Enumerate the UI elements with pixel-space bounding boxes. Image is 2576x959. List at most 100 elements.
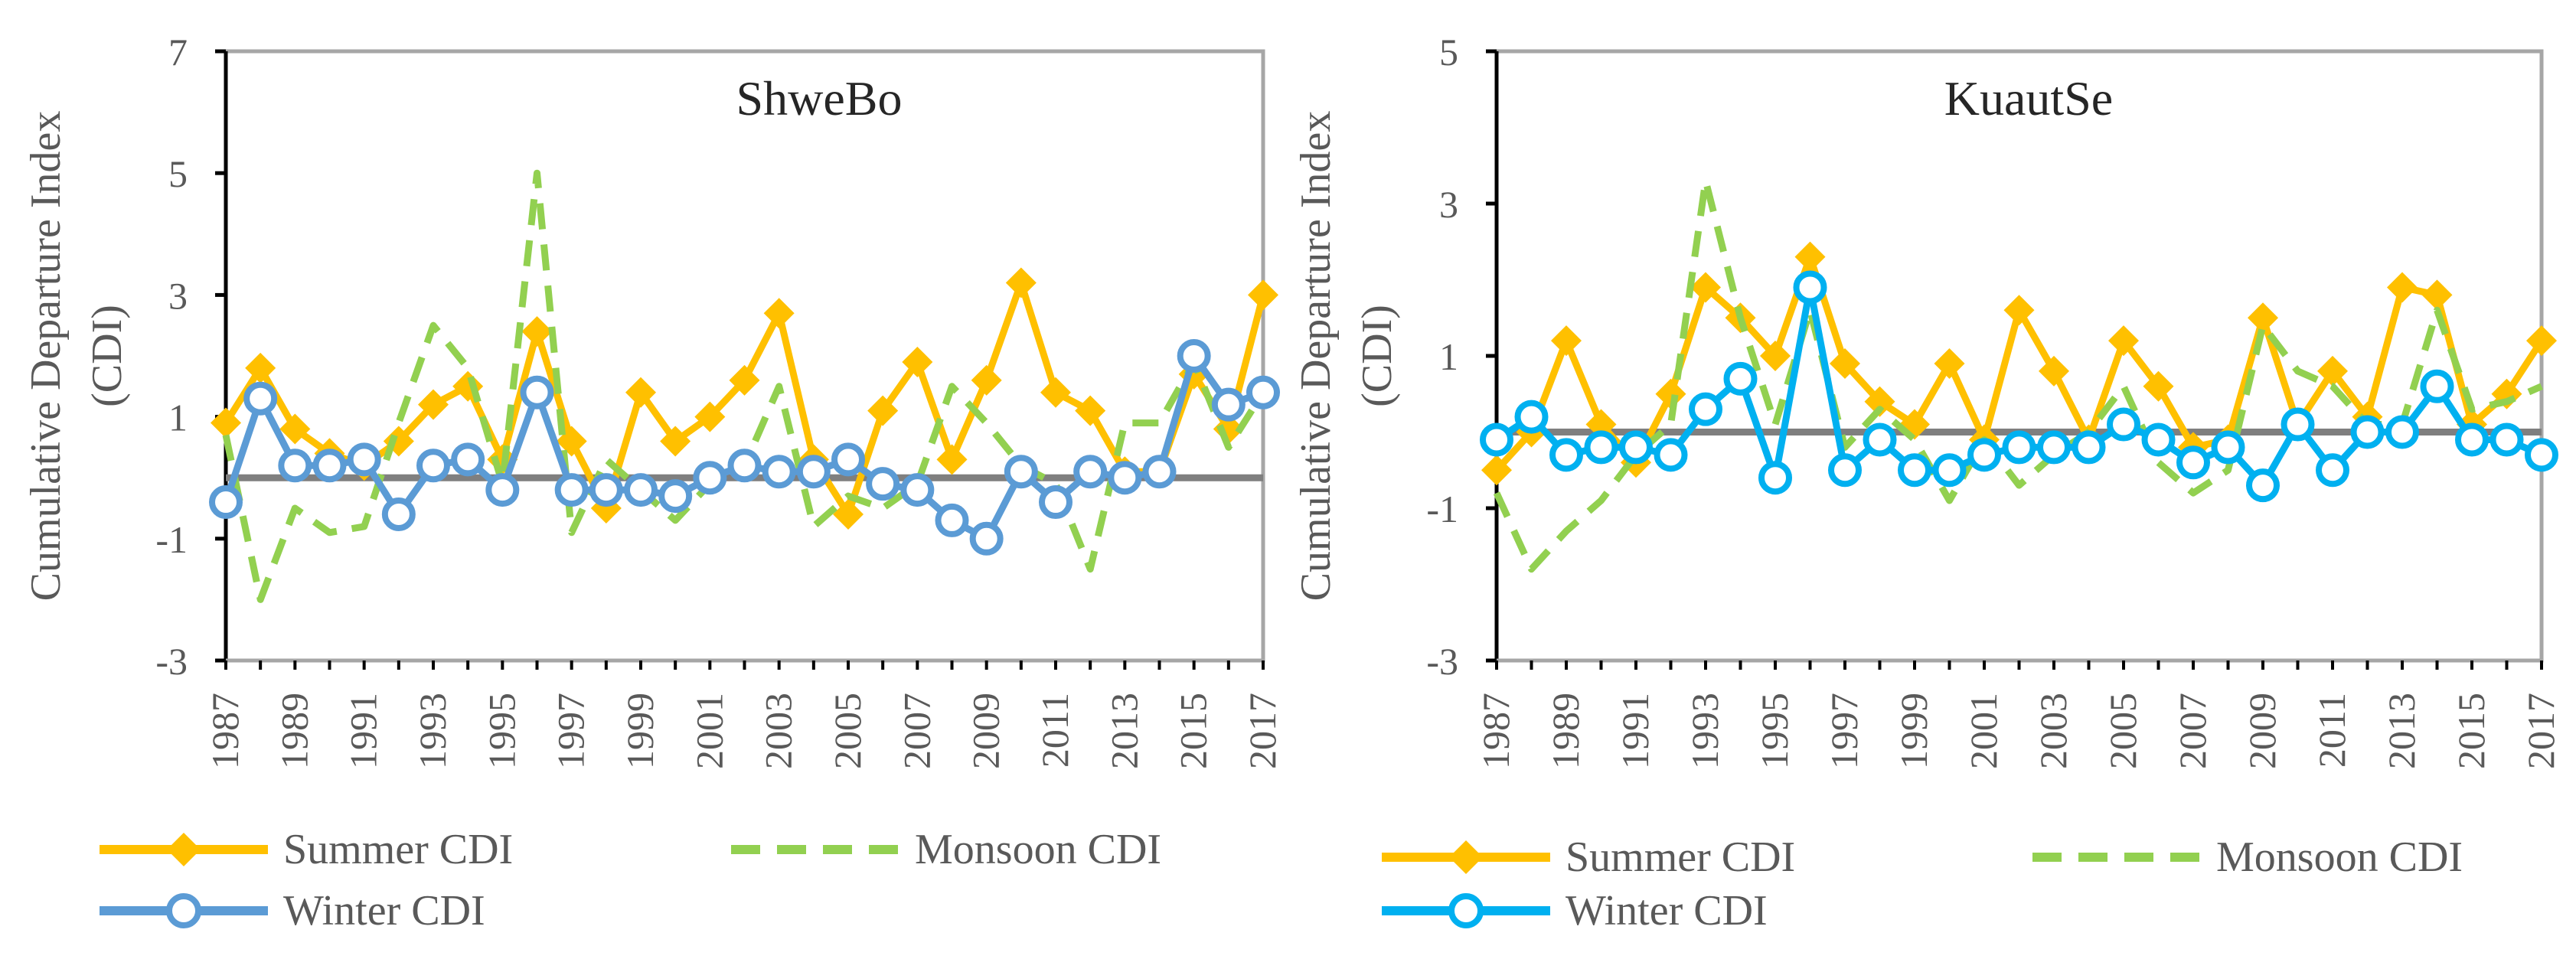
x-tick-label: 2001 [687, 693, 730, 769]
y-tick-label: 5 [1439, 31, 1458, 73]
x-tick-label: 1995 [480, 693, 523, 769]
summer-point [971, 364, 1002, 396]
winter-point [1584, 430, 1618, 465]
winter-point [727, 449, 762, 483]
winter-point [1211, 387, 1246, 422]
winter-point [2246, 468, 2280, 503]
winter-point [1898, 453, 1931, 488]
legend-marker [167, 833, 201, 866]
legend-marker [1448, 893, 1484, 928]
x-tick-label: 2003 [2032, 693, 2075, 769]
x-tick-label: 2005 [2101, 693, 2144, 769]
legend-item-summer-cdi: Summer CDI [1382, 833, 1795, 881]
summer-point [1864, 386, 1895, 417]
legend-label: Summer CDI [1566, 833, 1795, 881]
winter-point [831, 442, 865, 477]
summer-point [2526, 325, 2557, 357]
legend-label: Monsoon CDI [915, 826, 1161, 873]
summer-point [279, 413, 311, 445]
winter-point [624, 473, 658, 507]
y-axis-label-line: Cumulative Departure Index [1292, 111, 1340, 602]
x-tick-label: 2005 [826, 693, 869, 769]
x-tick-label: 2007 [895, 693, 938, 769]
winter-point [381, 497, 416, 531]
summer-point [2143, 370, 2174, 402]
winter-point [1246, 375, 1280, 409]
winter-point [589, 473, 623, 507]
legend-label: Monsoon CDI [2216, 833, 2463, 881]
y-tick-label: 1 [1439, 335, 1458, 378]
y-tick-label: 1 [168, 396, 188, 439]
winter-point [2072, 430, 2106, 465]
y-tick-label: -3 [155, 640, 188, 683]
winter-point [1549, 438, 1583, 472]
winter-point [1654, 438, 1688, 472]
y-axis-label-line: (CDI) [83, 305, 131, 407]
winter-point [278, 449, 312, 483]
winter-point [1967, 438, 2001, 472]
summer-point [867, 395, 899, 426]
winter-point [2525, 438, 2558, 472]
winter-point [1723, 361, 1758, 396]
x-tick-label: 1993 [411, 693, 454, 769]
winter-point [1863, 422, 1897, 457]
x-tick-label: 1999 [1892, 693, 1935, 769]
winter-point [2350, 415, 2385, 449]
winter-point [1039, 485, 1073, 520]
x-tick-label: 1987 [204, 693, 246, 769]
winter-point [969, 521, 1004, 556]
x-tick-label: 1993 [1683, 693, 1726, 769]
summer-point [1040, 377, 1071, 408]
winter-point [209, 485, 243, 520]
x-tick-label: 2003 [757, 693, 800, 769]
legend-label: Summer CDI [283, 826, 513, 873]
summer-point [1794, 241, 1826, 272]
x-tick-label: 2009 [2241, 693, 2284, 769]
winter-point [2281, 407, 2315, 442]
summer-point [2003, 295, 2035, 326]
winter-point [866, 467, 900, 501]
x-tick-label: 1987 [1474, 693, 1517, 769]
x-tick-label: 2017 [2519, 693, 2562, 769]
plot-frame [224, 49, 1265, 663]
summer-point [245, 352, 276, 383]
x-tick-label: 2011 [2310, 693, 2353, 768]
summer-point [660, 426, 691, 457]
x-tick-label: 1995 [1753, 693, 1796, 769]
winter-point [2455, 422, 2489, 457]
x-tick-label: 1989 [1544, 693, 1587, 769]
y-tick-label: -1 [1426, 488, 1458, 530]
winter-point [554, 473, 589, 507]
summer-point [833, 498, 864, 530]
chart-title: ShweBo [736, 71, 903, 126]
x-tick-label: 1999 [619, 693, 661, 769]
y-tick-label: -3 [1426, 640, 1458, 683]
winter-point [2316, 453, 2349, 488]
winter-point [243, 381, 278, 416]
y-tick-label: 3 [168, 274, 188, 317]
winter-point [1108, 461, 1142, 495]
x-tick-label: 2017 [1241, 693, 1284, 769]
summer-point [211, 407, 241, 439]
winter-point [796, 455, 831, 489]
winter-point [520, 375, 554, 409]
summer-point [729, 364, 760, 396]
summer-point [2248, 302, 2278, 334]
winter-point [2420, 369, 2454, 403]
winter-point [1073, 455, 1108, 489]
x-tick-label: 2009 [965, 693, 1007, 769]
summer-point [2108, 325, 2139, 357]
winter-point [485, 473, 520, 507]
x-tick-label: 1997 [550, 693, 593, 769]
summer-point [2039, 355, 2069, 387]
legend-item-monsoon-cdi: Monsoon CDI [731, 826, 1161, 873]
winter-point [2107, 407, 2140, 442]
legend-label: Winter CDI [283, 887, 485, 935]
winter-point [2385, 415, 2419, 449]
winter-point [312, 449, 347, 483]
legend-item-monsoon-cdi: Monsoon CDI [2032, 833, 2463, 881]
summer-point [1830, 347, 1860, 379]
summer-point [763, 298, 795, 329]
winter-point [693, 461, 727, 495]
